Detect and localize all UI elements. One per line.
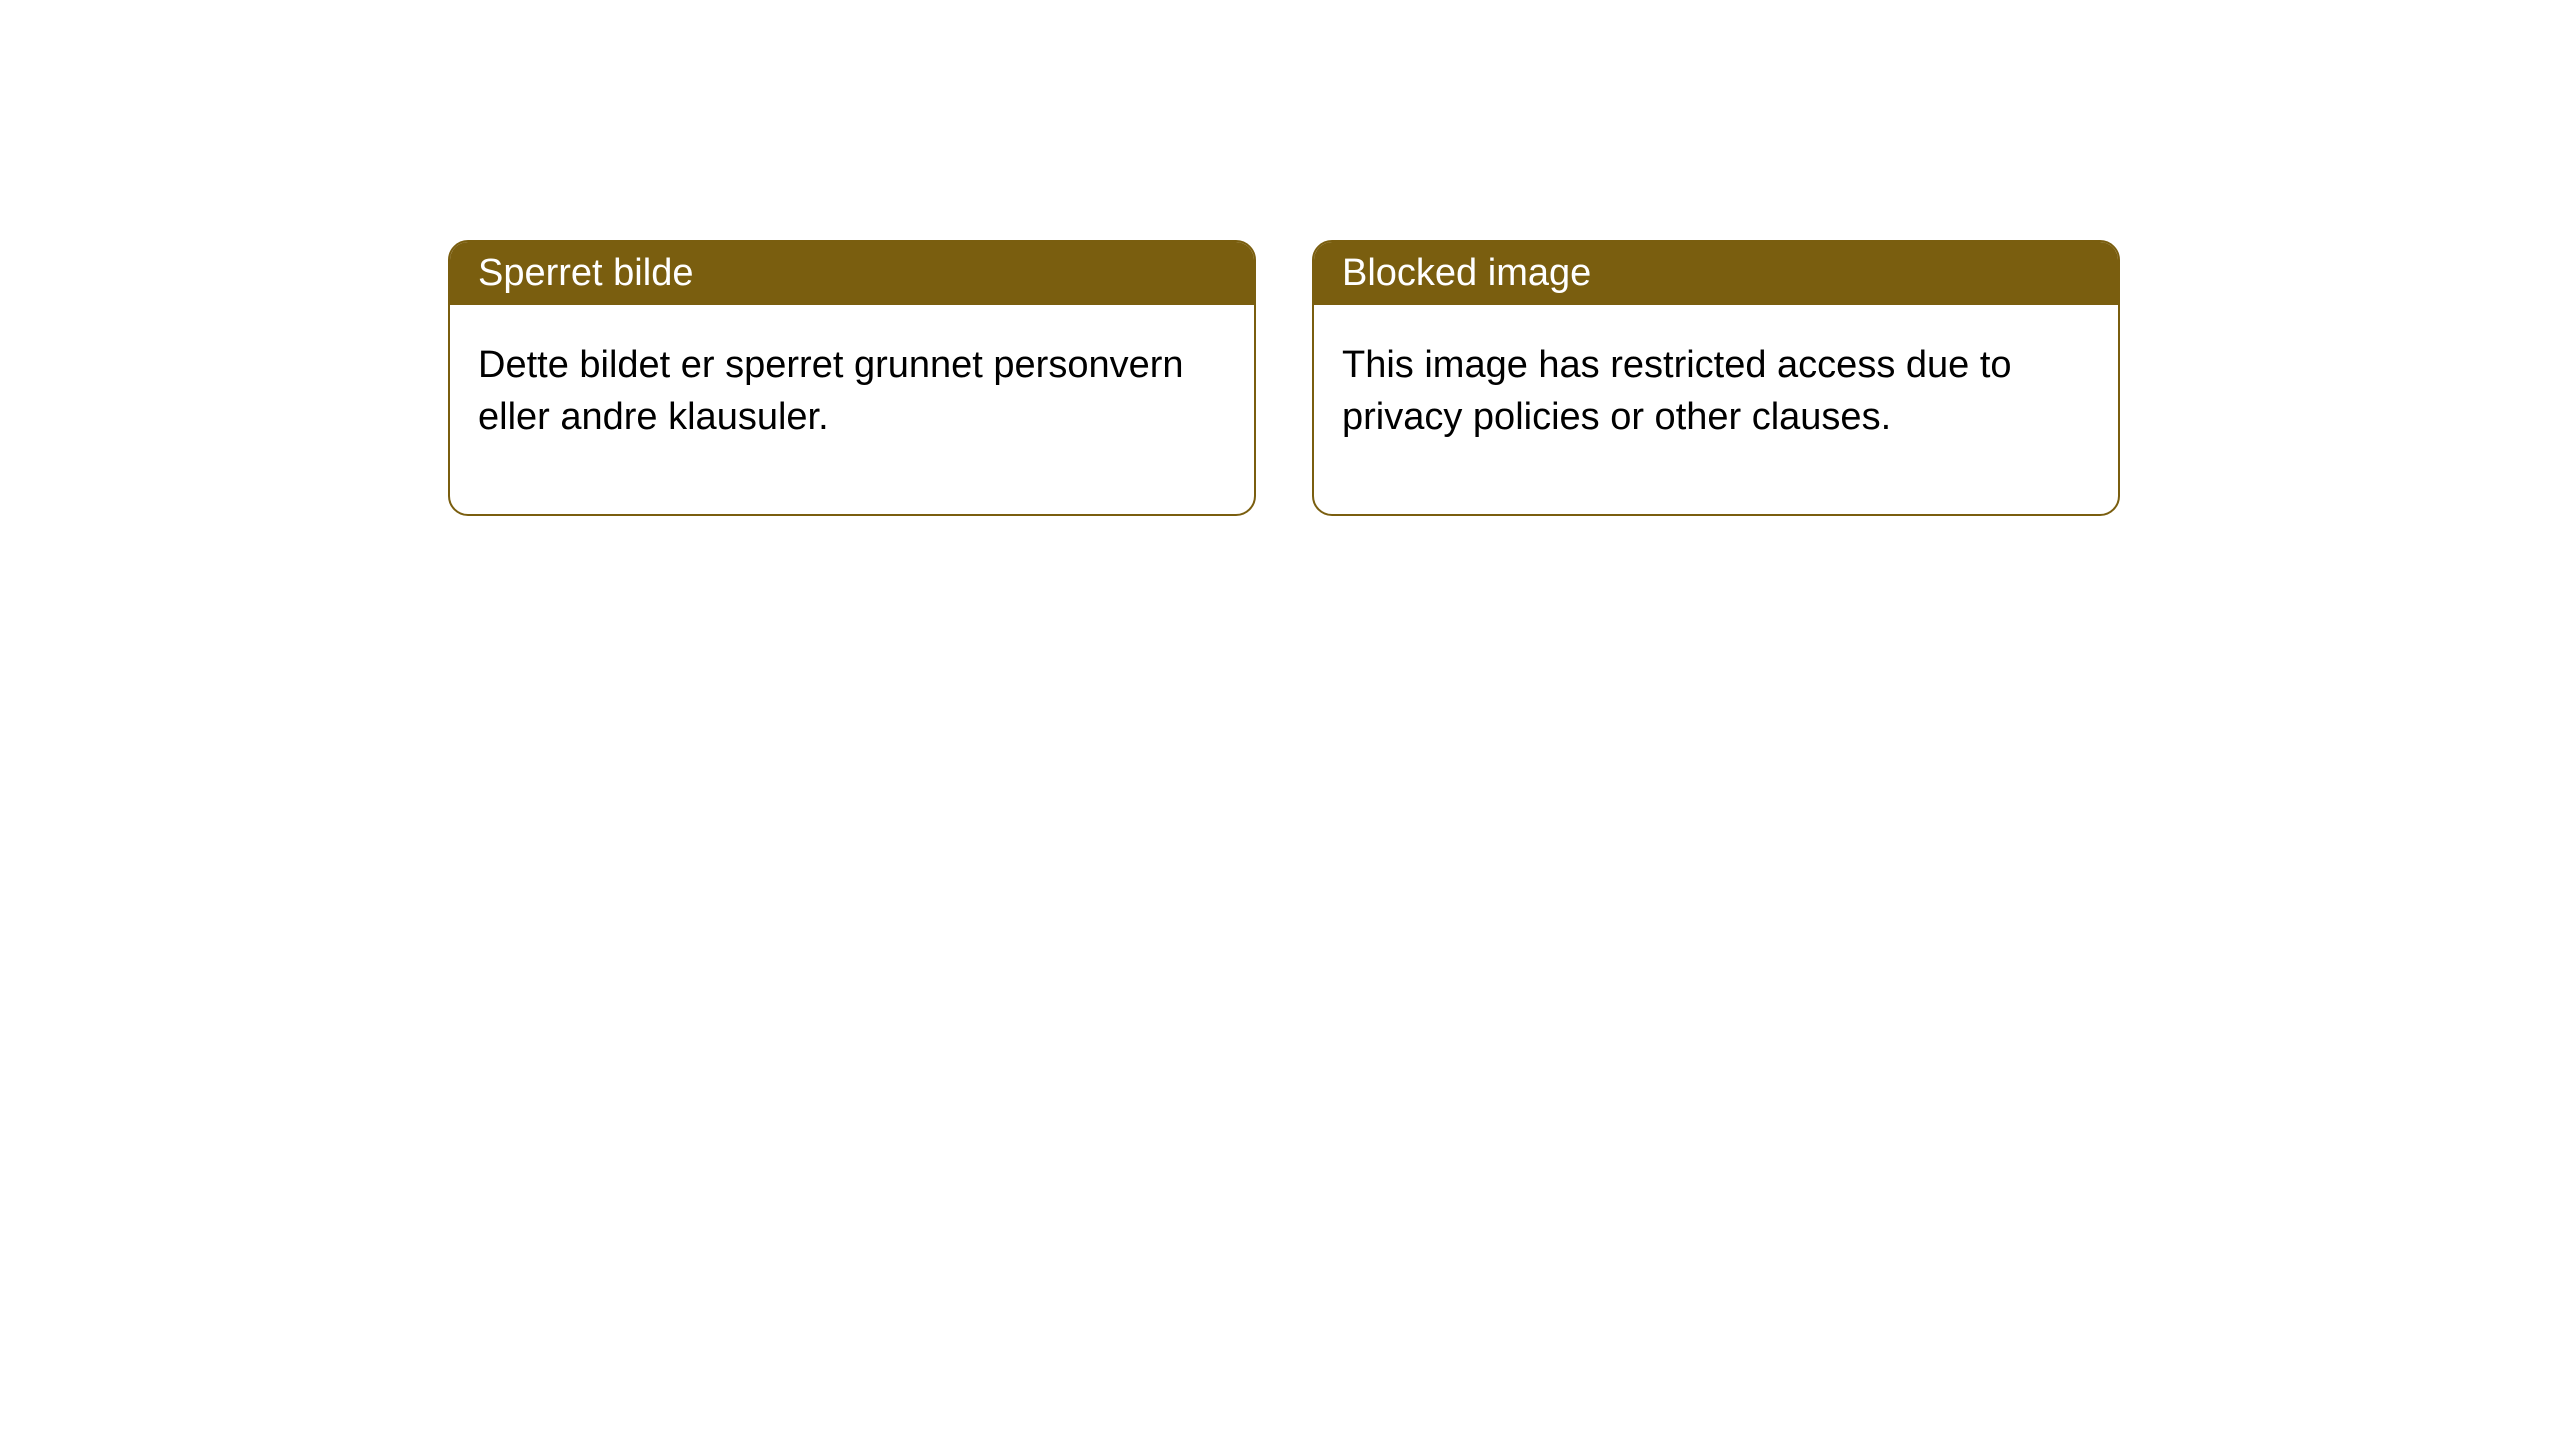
notice-card-english: Blocked image This image has restricted … (1312, 240, 2120, 516)
notice-card-body: Dette bildet er sperret grunnet personve… (450, 305, 1254, 514)
notice-card-body: This image has restricted access due to … (1314, 305, 2118, 514)
notice-card-title: Blocked image (1314, 242, 2118, 305)
notice-container: Sperret bilde Dette bildet er sperret gr… (0, 0, 2560, 516)
notice-card-norwegian: Sperret bilde Dette bildet er sperret gr… (448, 240, 1256, 516)
notice-card-title: Sperret bilde (450, 242, 1254, 305)
